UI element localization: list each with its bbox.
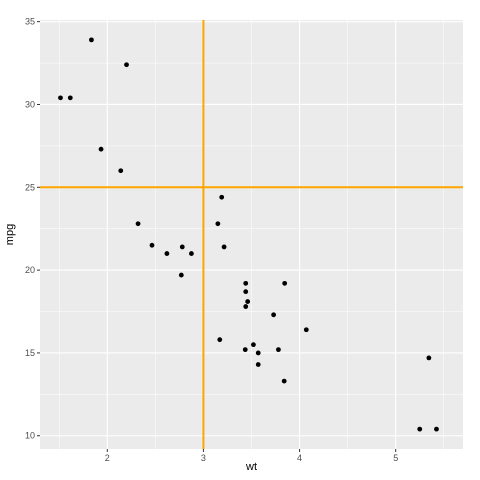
minor-gridlines xyxy=(40,20,463,449)
x-axis-ticks: 2 3 4 5 xyxy=(105,449,398,463)
y-tick-label: 25 xyxy=(25,182,35,192)
data-point xyxy=(67,95,73,101)
data-point xyxy=(242,347,248,353)
data-point xyxy=(276,347,281,353)
x-tick-label: 2 xyxy=(105,453,110,463)
data-point xyxy=(426,355,432,361)
y-tick-label: 30 xyxy=(25,99,35,109)
data-point xyxy=(124,62,129,68)
data-point xyxy=(303,327,309,333)
data-point xyxy=(164,251,170,256)
data-point xyxy=(243,280,249,286)
x-tick-label: 3 xyxy=(201,453,206,463)
data-point xyxy=(245,299,251,304)
y-tick-label: 10 xyxy=(25,431,35,441)
data-point xyxy=(255,362,261,367)
data-point xyxy=(178,272,184,278)
data-points xyxy=(58,37,439,432)
data-point xyxy=(118,168,124,174)
data-point xyxy=(255,350,261,356)
data-point xyxy=(219,194,225,200)
reference-lines xyxy=(40,20,463,449)
data-point xyxy=(282,280,288,286)
data-point xyxy=(179,244,185,250)
x-tick-label: 4 xyxy=(297,453,302,463)
data-point xyxy=(281,378,287,384)
data-point xyxy=(243,289,249,295)
x-axis-title: wt xyxy=(245,461,257,473)
data-point xyxy=(417,426,423,432)
y-axis-ticks: 10 15 20 25 30 35 xyxy=(25,17,40,441)
data-point xyxy=(89,37,94,43)
data-point xyxy=(243,304,249,309)
data-point xyxy=(215,221,221,227)
data-point xyxy=(217,337,223,343)
data-point xyxy=(271,312,277,318)
x-tick-label: 5 xyxy=(393,453,398,463)
data-point xyxy=(434,426,439,432)
data-point xyxy=(98,146,104,152)
y-tick-label: 35 xyxy=(25,17,35,27)
y-tick-label: 20 xyxy=(25,265,35,275)
data-point xyxy=(149,242,155,248)
data-point xyxy=(221,244,227,250)
y-tick-label: 15 xyxy=(25,348,35,358)
data-point xyxy=(189,251,194,256)
y-axis-title: mpg xyxy=(4,224,16,245)
data-point xyxy=(135,221,141,227)
data-point xyxy=(251,342,256,348)
data-point xyxy=(58,95,63,101)
